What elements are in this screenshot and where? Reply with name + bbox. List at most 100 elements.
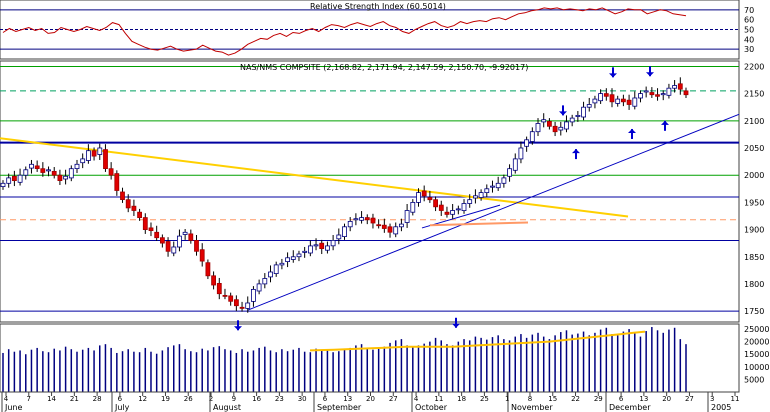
x-tick-label: 28 bbox=[93, 395, 102, 403]
candle-body bbox=[564, 121, 569, 130]
candle-body bbox=[381, 224, 387, 229]
candle-body bbox=[416, 192, 421, 203]
arrow-up-icon bbox=[572, 149, 580, 160]
volume-tick-label: 10000 bbox=[744, 363, 769, 372]
candle-body bbox=[313, 244, 319, 247]
candle-body bbox=[6, 177, 12, 184]
candle-body bbox=[34, 165, 40, 169]
rsi-tick-label: 40 bbox=[744, 35, 754, 44]
x-tick-label: 26 bbox=[184, 395, 193, 403]
base-line-orange bbox=[429, 221, 529, 227]
rsi-line bbox=[2, 7, 687, 56]
candle-body bbox=[410, 201, 416, 213]
arrow-head bbox=[234, 326, 242, 331]
candle-body bbox=[86, 150, 91, 161]
x-tick-label: 9 bbox=[232, 395, 236, 403]
candle-body bbox=[376, 224, 382, 227]
candle-body bbox=[626, 99, 632, 105]
candle-body bbox=[285, 257, 291, 262]
candle-body bbox=[273, 264, 279, 274]
candle-body bbox=[586, 104, 592, 108]
x-tick-label: 25 bbox=[480, 395, 489, 403]
candle-body bbox=[370, 217, 376, 224]
candle-body bbox=[387, 226, 393, 233]
candle-body bbox=[512, 158, 518, 171]
candle-body bbox=[643, 90, 649, 93]
rsi-layer bbox=[2, 7, 687, 56]
candle-body bbox=[393, 226, 399, 235]
candle-body bbox=[478, 192, 484, 198]
candle-body bbox=[91, 150, 97, 157]
candle-body bbox=[142, 217, 148, 231]
rsi-tick-label: 50 bbox=[744, 26, 754, 35]
candle-body bbox=[40, 168, 46, 173]
candle-body bbox=[114, 173, 120, 191]
arrow-layer bbox=[234, 66, 669, 331]
x-tick-label: 27 bbox=[389, 395, 398, 403]
month-label: September bbox=[317, 403, 362, 412]
candle-body bbox=[120, 191, 125, 200]
candle-body bbox=[17, 174, 23, 183]
candle-body bbox=[524, 139, 529, 147]
arrow-head bbox=[609, 73, 617, 78]
candle-body bbox=[547, 121, 552, 127]
candle-body bbox=[182, 231, 188, 235]
candle-body bbox=[205, 262, 211, 277]
candle-body bbox=[660, 93, 666, 96]
x-tick-label: 27 bbox=[685, 395, 694, 403]
candle-body bbox=[302, 250, 308, 253]
volume-layer bbox=[2, 327, 687, 392]
x-tick-label: 21 bbox=[70, 395, 79, 403]
candle-body bbox=[68, 168, 74, 179]
arrow-head bbox=[572, 149, 580, 154]
x-tick-label: 20 bbox=[366, 395, 375, 403]
candle-body bbox=[672, 85, 677, 89]
candle-body bbox=[495, 182, 501, 189]
candle-body bbox=[666, 87, 672, 96]
candle-body bbox=[171, 246, 177, 254]
x-tick-label: 13 bbox=[343, 395, 352, 403]
candle-body bbox=[268, 271, 273, 278]
candle-body bbox=[501, 177, 507, 184]
month-label: July bbox=[114, 403, 130, 412]
x-tick-label: 20 bbox=[662, 395, 671, 403]
candle-body bbox=[233, 299, 239, 307]
candle-body bbox=[216, 282, 222, 295]
volume-tick-label: 15000 bbox=[744, 350, 769, 359]
candle-body bbox=[148, 227, 154, 231]
x-tick-label: 18 bbox=[457, 395, 466, 403]
x-tick-label: 8 bbox=[528, 395, 532, 403]
month-label: November bbox=[511, 403, 553, 412]
arrow-down-icon bbox=[609, 67, 617, 78]
candle-body bbox=[507, 168, 513, 177]
candle-body bbox=[621, 98, 626, 103]
x-tick-label: 23 bbox=[275, 395, 284, 403]
candle-body bbox=[427, 197, 433, 201]
price-tick-label: 2000 bbox=[744, 171, 764, 180]
candle-body bbox=[125, 199, 131, 209]
month-label: December bbox=[609, 403, 651, 412]
candle-body bbox=[347, 220, 353, 228]
price-panel-frame bbox=[0, 60, 740, 323]
arrow-head bbox=[646, 72, 654, 77]
candle-body bbox=[398, 223, 404, 228]
arrow-head bbox=[559, 111, 567, 116]
candle-body bbox=[677, 83, 683, 90]
x-tick-label: 11 bbox=[434, 395, 443, 403]
price-tick-label: 1750 bbox=[744, 307, 764, 316]
candle-body bbox=[63, 175, 68, 180]
candle-layer bbox=[0, 77, 689, 313]
price-tick-label: 1850 bbox=[744, 253, 764, 262]
x-tick-label: 6 bbox=[619, 395, 624, 403]
candle-body bbox=[262, 278, 268, 285]
arrow-head bbox=[628, 128, 636, 133]
candle-body bbox=[364, 217, 370, 221]
candle-body bbox=[324, 245, 330, 251]
x-tick-label: 30 bbox=[298, 395, 307, 403]
x-tick-label: 3 bbox=[710, 395, 714, 403]
candle-body bbox=[103, 149, 108, 170]
candle-body bbox=[194, 239, 199, 252]
rsi-tick-label: 30 bbox=[744, 45, 754, 54]
x-tick-label: 11 bbox=[731, 395, 740, 403]
